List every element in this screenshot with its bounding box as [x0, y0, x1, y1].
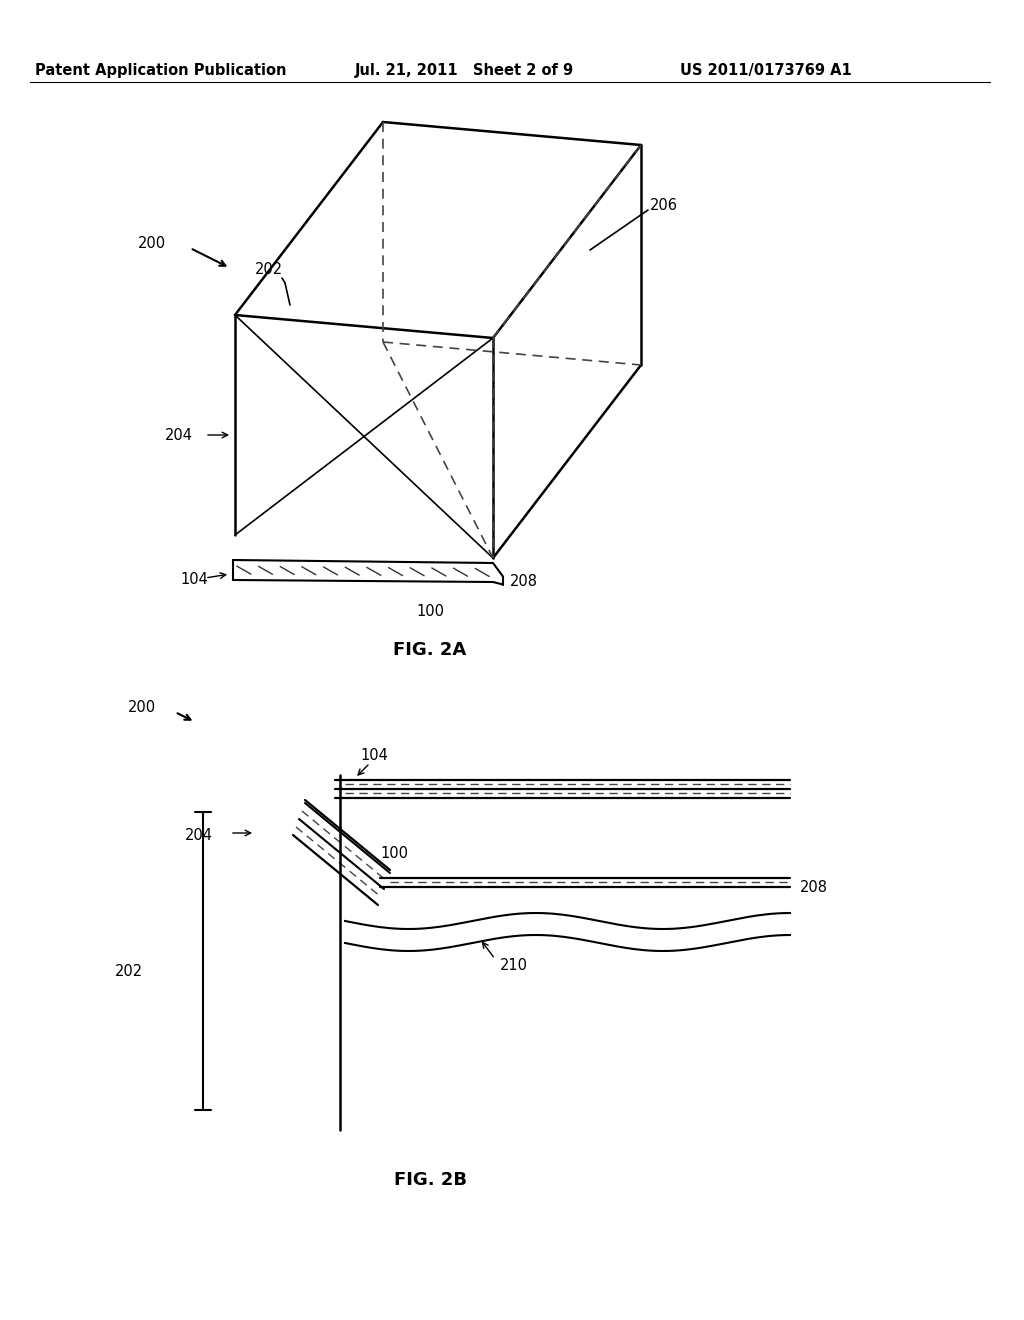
Text: FIG. 2B: FIG. 2B: [393, 1171, 467, 1189]
Text: FIG. 2A: FIG. 2A: [393, 642, 467, 659]
Text: 104: 104: [360, 747, 388, 763]
Text: 202: 202: [255, 263, 283, 277]
Text: US 2011/0173769 A1: US 2011/0173769 A1: [680, 62, 852, 78]
Text: 100: 100: [416, 605, 444, 619]
Text: 202: 202: [115, 964, 143, 978]
Text: 208: 208: [800, 879, 828, 895]
Text: 204: 204: [185, 828, 213, 842]
Text: 100: 100: [380, 846, 408, 861]
Text: 206: 206: [650, 198, 678, 213]
Text: 200: 200: [128, 701, 156, 715]
Text: 200: 200: [138, 235, 166, 251]
Text: 204: 204: [165, 428, 193, 442]
Text: Jul. 21, 2011   Sheet 2 of 9: Jul. 21, 2011 Sheet 2 of 9: [355, 62, 574, 78]
Text: Patent Application Publication: Patent Application Publication: [35, 62, 287, 78]
Text: 208: 208: [510, 574, 538, 590]
Text: 210: 210: [500, 958, 528, 974]
Text: 104: 104: [180, 573, 208, 587]
